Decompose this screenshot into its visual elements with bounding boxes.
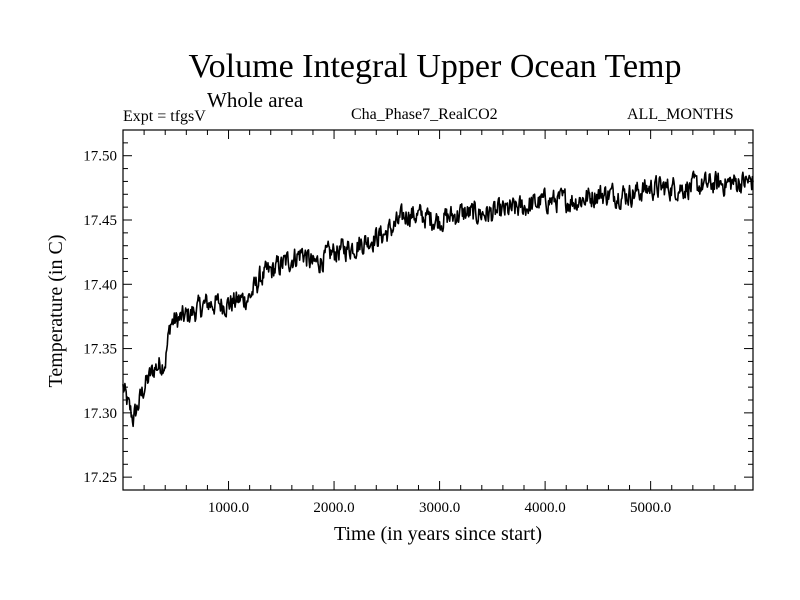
run-name-label: Cha_Phase7_RealCO2 [351,106,498,123]
y-tick-label: 17.50 [83,149,117,165]
chart-subtitle: Whole area [207,88,304,112]
months-label: ALL_MONTHS [627,106,734,123]
y-tick-label: 17.25 [83,470,117,486]
y-tick-label: 17.35 [83,342,117,358]
y-axis-label: Temperature (in C) [45,235,67,388]
experiment-label: Expt = tfgsV [123,108,206,125]
y-tick-label: 17.40 [83,277,117,293]
x-tick-label: 3000.0 [419,500,460,516]
y-tick-label: 17.45 [83,213,117,229]
axis-ticks: 1000.0 2000.0 3000.0 4000.0 5000.0 17.25 17.30… [83,129,753,516]
plot-frame [122,129,754,491]
x-tick-label: 1000.0 [208,500,249,516]
y-tick-label: 17.30 [83,406,117,422]
x-tick-label: 5000.0 [630,500,671,516]
x-tick-label: 2000.0 [313,500,354,516]
x-tick-label: 4000.0 [524,500,565,516]
series-layer [122,170,754,428]
series-line [122,170,754,428]
x-axis-label: Time (in years since start) [334,523,542,545]
chart-title: Volume Integral Upper Ocean Temp [188,48,682,85]
